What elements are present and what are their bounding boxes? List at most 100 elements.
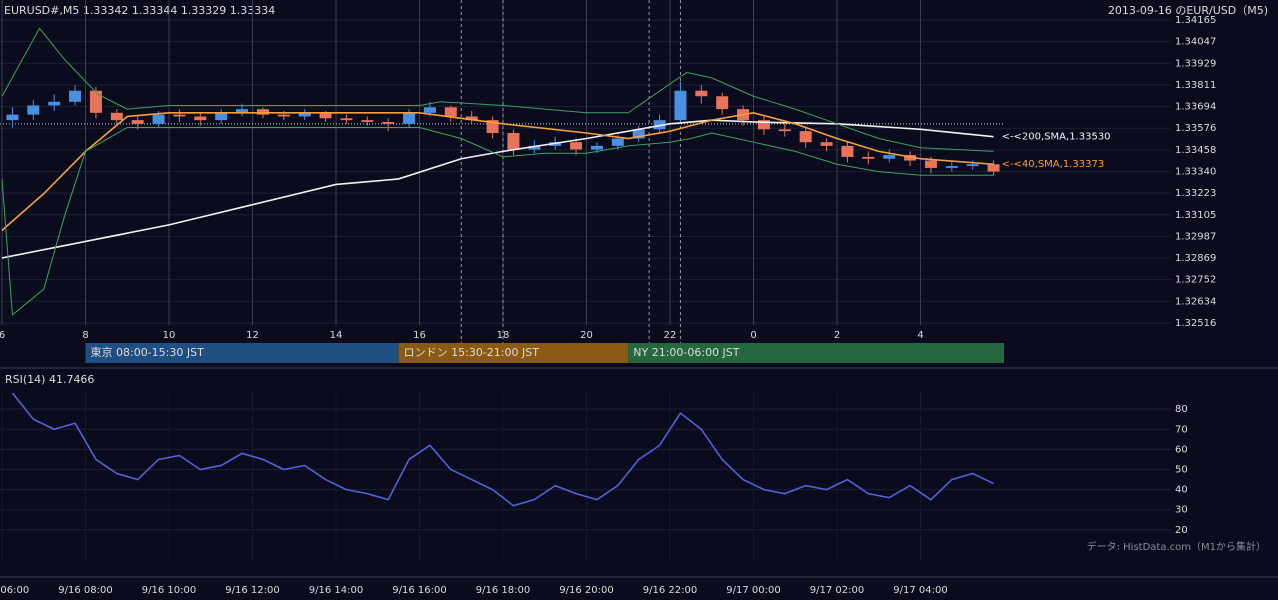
x-tick-label: 9/16 14:00: [309, 585, 363, 596]
candle-body: [423, 107, 436, 113]
y-tick-label: 20: [1175, 525, 1188, 536]
candle-body: [361, 120, 374, 122]
session-bar: [628, 343, 1004, 363]
candle-body: [298, 112, 311, 117]
candle-body: [799, 131, 812, 143]
candle-body: [945, 166, 958, 168]
candle-body: [904, 155, 917, 161]
x-tick-label: 9/17 02:00: [810, 585, 864, 596]
y-tick-label: 1.33105: [1175, 210, 1216, 221]
y-tick-label: 1.33811: [1175, 80, 1216, 91]
candle-body: [277, 114, 290, 117]
candle-body: [465, 116, 478, 121]
session-label: NY 21:00-06:00 JST: [633, 346, 740, 359]
x-tick-label: 9/16 22:00: [643, 585, 697, 596]
rsi-title: RSI(14) 41.7466: [5, 373, 94, 386]
y-tick-label: 80: [1175, 404, 1188, 415]
x-tick-label: 6: [0, 330, 5, 341]
x-tick-label: 16: [413, 330, 426, 341]
candle-body: [924, 160, 937, 168]
x-tick-label: 9/16 06:00: [0, 585, 29, 596]
x-tick-label: 9/16 10:00: [142, 585, 196, 596]
candle-body: [966, 164, 979, 167]
x-tick-label: 10: [163, 330, 176, 341]
y-tick-label: 1.33576: [1175, 123, 1216, 134]
session-bar: [398, 343, 629, 363]
candle-body: [6, 114, 19, 121]
candle-body: [570, 142, 583, 150]
y-tick-label: 1.33340: [1175, 167, 1216, 178]
series-line: [1, 126, 994, 316]
session-label: ロンドン 15:30-21:00 JST: [404, 346, 540, 359]
y-tick-label: 1.34165: [1175, 15, 1216, 26]
y-tick-label: 1.34047: [1175, 37, 1216, 48]
series-label: <-<40,SMA,1.33373: [1002, 159, 1105, 170]
candle-body: [194, 116, 207, 121]
chart-subtitle: 2013-09-16 のEUR/USD（M5): [1108, 4, 1268, 17]
candle-body: [716, 96, 729, 110]
candle-body: [110, 112, 123, 121]
x-tick-label: 9/16 12:00: [225, 585, 279, 596]
y-tick-label: 1.33694: [1175, 102, 1216, 113]
candle-body: [778, 129, 791, 132]
x-tick-label: 8: [82, 330, 88, 341]
candle-body: [507, 133, 520, 150]
y-tick-label: 1.33929: [1175, 58, 1216, 69]
candle-body: [69, 90, 82, 102]
y-tick-label: 50: [1175, 464, 1188, 475]
y-tick-label: 70: [1175, 424, 1188, 435]
candle-body: [382, 121, 395, 124]
candle-body: [256, 109, 269, 115]
candle-body: [611, 138, 624, 146]
x-tick-label: 22: [664, 330, 677, 341]
x-tick-label: 9/16 16:00: [392, 585, 446, 596]
y-tick-label: 1.33458: [1175, 145, 1216, 156]
candle-body: [27, 105, 40, 115]
x-tick-label: 9/17 00:00: [726, 585, 780, 596]
candle-body: [48, 101, 61, 106]
x-tick-label: 0: [750, 330, 756, 341]
candle-body: [883, 155, 896, 159]
candle-body: [653, 120, 666, 130]
session-bar: [85, 343, 399, 363]
x-tick-label: 18: [497, 330, 510, 341]
chart-title: EURUSD#,M5 1.33342 1.33344 1.33329 1.333…: [4, 4, 275, 17]
x-tick-label: 20: [580, 330, 593, 341]
candle-body: [674, 90, 687, 121]
x-tick-label: 4: [917, 330, 923, 341]
y-tick-label: 1.32516: [1175, 318, 1216, 329]
candle-body: [131, 120, 144, 124]
candle-body: [987, 164, 1000, 172]
candle-body: [215, 112, 228, 121]
x-tick-label: 9/16 20:00: [559, 585, 613, 596]
series-line: [1, 111, 994, 231]
candle-body: [820, 142, 833, 146]
y-tick-label: 1.33223: [1175, 188, 1216, 199]
candle-body: [590, 145, 603, 150]
candle-body: [173, 114, 186, 117]
y-tick-label: 1.32634: [1175, 296, 1216, 307]
y-tick-label: 1.32869: [1175, 253, 1216, 264]
candle-body: [444, 107, 457, 117]
candle-body: [528, 145, 541, 150]
y-tick-label: 30: [1175, 505, 1188, 516]
y-tick-label: 1.32987: [1175, 231, 1216, 242]
y-tick-label: 1.32752: [1175, 275, 1216, 286]
y-tick-label: 40: [1175, 485, 1188, 496]
x-tick-label: 2: [834, 330, 840, 341]
x-tick-label: 14: [330, 330, 343, 341]
x-tick-label: 9/17 04:00: [893, 585, 947, 596]
candle-body: [236, 109, 249, 113]
candle-body: [403, 112, 416, 124]
x-tick-label: 9/16 18:00: [476, 585, 530, 596]
candle-body: [89, 90, 102, 113]
x-tick-label: 12: [246, 330, 259, 341]
candle-body: [841, 145, 854, 157]
candle-body: [319, 112, 332, 119]
series-label: <-<200,SMA,1.33530: [1002, 132, 1111, 143]
candle-body: [340, 118, 353, 121]
candle-body: [757, 120, 770, 130]
source-note: データ: HistData.com（M1から集計）: [1087, 540, 1266, 553]
candle-body: [152, 114, 165, 124]
